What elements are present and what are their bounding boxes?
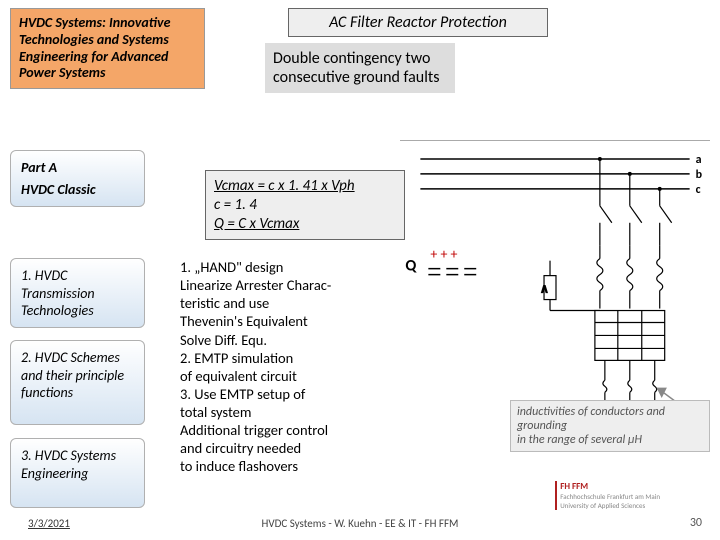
plus-marks: + + + [430, 246, 457, 263]
nav-item-2: 2. HVDC Schemes and their principle func… [10, 340, 145, 425]
phase-a: a [696, 153, 702, 167]
phase-b: b [696, 168, 703, 182]
formula-l2: c = 1. 4 [214, 196, 396, 215]
formula-l3: Q = C x Vcmax [214, 215, 396, 234]
inductivity-note: inductivities of conductors and groundin… [510, 400, 710, 452]
svg-text:∧: ∧ [540, 283, 549, 297]
formula-l1: Vcmax = c x 1. 41 x Vph [214, 177, 396, 196]
slide: HVDC Systems: Innovative Technologies an… [0, 0, 720, 540]
phase-c: c [696, 183, 701, 197]
logo-main: FH FFM [560, 481, 588, 492]
methods-text: 1. „HAND" design Linearize Arrester Char… [180, 258, 390, 476]
nav-item-1: 1. HVDC Transmission Technologies [10, 258, 145, 328]
nav-part-label: Part A [21, 159, 134, 177]
q-label: Q [405, 257, 417, 276]
logo-sub: Fachhochschule Frankfurt am Main Univers… [560, 492, 660, 510]
course-title: HVDC Systems: Innovative Technologies an… [10, 8, 205, 89]
footer-center: HVDC Systems - W. Kuehn - EE & IT - FH F… [0, 517, 720, 530]
footer-page: 30 [690, 516, 702, 530]
contingency-desc: Double contingency two consecutive groun… [265, 43, 455, 93]
slide-heading: AC Filter Reactor Protection [288, 8, 548, 37]
formula-box: Vcmax = c x 1. 41 x Vph c = 1. 4 Q = C x… [205, 170, 405, 240]
nav-item-3: 3. HVDC Systems Engineering [10, 438, 145, 508]
nav-part: Part A HVDC Classic [10, 150, 145, 207]
footer-logo: FH FFM Fachhochschule Frankfurt am Main … [555, 481, 660, 510]
nav-part-sub: HVDC Classic [21, 181, 134, 199]
